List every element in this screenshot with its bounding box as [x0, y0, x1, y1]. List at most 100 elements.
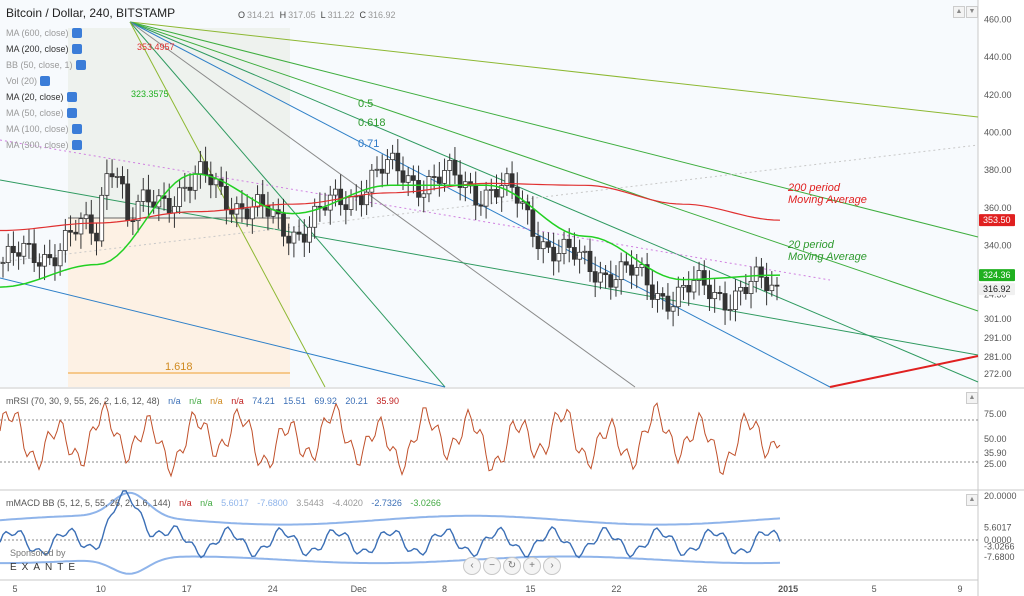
- candle-body: [494, 189, 499, 198]
- rsi-legend[interactable]: mRSI (70, 30, 9, 55, 26, 2, 1.6, 12, 48)…: [6, 396, 399, 406]
- candle-body: [197, 161, 203, 175]
- candle-body: [405, 175, 411, 183]
- candle-body: [47, 254, 53, 259]
- close-pane-icon[interactable]: ▲: [966, 392, 978, 404]
- legend-item-ma20[interactable]: MA (20, close): [6, 90, 77, 104]
- candle-body: [390, 152, 395, 161]
- candle-body: [769, 284, 775, 292]
- candle-body: [416, 180, 421, 198]
- zoom-out-icon[interactable]: −: [483, 557, 501, 575]
- candle-body: [327, 194, 333, 211]
- candle-body: [130, 220, 136, 223]
- candle-body: [639, 264, 645, 268]
- time-tick: 17: [182, 584, 192, 594]
- legend-item-vol[interactable]: Vol (20): [6, 74, 51, 88]
- time-tick: 9: [957, 584, 962, 594]
- macd-legend[interactable]: mMACD BB (5, 12, 5, 55, 26, 2, 1.6, 144)…: [6, 498, 441, 508]
- candle-body: [675, 286, 681, 308]
- rsi-value: n/a: [210, 396, 223, 406]
- candle-body: [104, 173, 110, 196]
- chart-title: Bitcoin / Dollar, 240, BITSTAMP: [6, 6, 176, 20]
- candle-body: [281, 213, 286, 237]
- rsi-pane[interactable]: [0, 389, 978, 489]
- candle-body: [665, 295, 671, 312]
- candle-body: [140, 189, 146, 202]
- maximize-icon[interactable]: ▲: [953, 6, 965, 18]
- candle-body: [172, 206, 177, 214]
- macd-band-upper: [0, 491, 781, 526]
- scroll-right-icon[interactable]: ›: [543, 557, 561, 575]
- macd-value: -3.0266: [410, 498, 441, 508]
- legend-item-ma300[interactable]: MA (300, close): [6, 138, 82, 152]
- macd-legend-label: mMACD BB (5, 12, 5, 55, 26, 2, 1.6, 144): [6, 498, 171, 508]
- candle-body: [21, 242, 27, 257]
- zoom-in-icon[interactable]: +: [523, 557, 541, 575]
- ohlc-readout: O 314.21 H 317.05 L 311.22 C 316.92: [238, 10, 396, 20]
- eye-icon[interactable]: [66, 108, 77, 118]
- eye-icon[interactable]: [71, 124, 82, 134]
- candle-body: [301, 233, 307, 243]
- legend-item-ma50[interactable]: MA (50, close): [6, 106, 77, 120]
- reset-icon[interactable]: ↻: [503, 557, 521, 575]
- legend-label: MA (50, close): [6, 108, 64, 118]
- candle-body: [540, 241, 546, 250]
- fib-label-071: 0.71: [358, 138, 379, 150]
- macd-value: n/a: [179, 498, 192, 508]
- candle-body: [748, 280, 754, 295]
- candle-body: [655, 293, 660, 300]
- ma20-note-line1: 20 period: [787, 239, 835, 251]
- candle-body: [603, 272, 608, 276]
- trend-line: [129, 21, 979, 312]
- legend-label: MA (300, close): [6, 140, 69, 150]
- close-pane-icon[interactable]: ▲: [966, 494, 978, 506]
- trend-line: [129, 21, 979, 118]
- eye-icon[interactable]: [75, 60, 86, 70]
- time-tick: 26: [697, 584, 707, 594]
- eye-icon[interactable]: [66, 92, 77, 102]
- legend-item-bb50[interactable]: BB (50, close, 1): [6, 58, 86, 72]
- candle-body: [369, 169, 375, 193]
- candle-body: [436, 176, 442, 184]
- time-axis[interactable]: 5 10 17 24 Dec 8 15 22 26 2015 5 9: [12, 584, 962, 594]
- legend-item-ma200[interactable]: MA (200, close): [6, 42, 82, 56]
- support-line: [829, 355, 979, 388]
- ohlc-high-key: H: [279, 10, 287, 20]
- candle-body: [727, 309, 733, 311]
- eye-icon[interactable]: [71, 140, 82, 150]
- scroll-left-icon[interactable]: ‹: [463, 557, 481, 575]
- rsi-tick: 75.00: [984, 409, 1007, 419]
- macd-value: -4.4020: [332, 498, 363, 508]
- candle-body: [738, 287, 744, 292]
- legend-item-ma100[interactable]: MA (100, close): [6, 122, 82, 136]
- candle-body: [774, 284, 780, 287]
- legend-label: MA (600, close): [6, 28, 69, 38]
- fib-label-0618: 0.618: [358, 117, 386, 129]
- time-tick: 5: [872, 584, 877, 594]
- sponsor-logo[interactable]: EXANTE: [10, 562, 81, 573]
- price-tick: 440.00: [984, 52, 1012, 62]
- ma20-note-line2: Moving Average: [788, 251, 867, 263]
- eye-icon[interactable]: [71, 28, 82, 38]
- candle-body: [78, 218, 84, 235]
- legend-item-ma600[interactable]: MA (600, close): [6, 26, 82, 40]
- macd-band-lower: [0, 555, 781, 575]
- ohlc-close: 316.92: [368, 10, 396, 20]
- candle-body: [99, 194, 105, 242]
- candle-body: [566, 238, 572, 248]
- rsi-value: n/a: [231, 396, 244, 406]
- eye-icon[interactable]: [40, 76, 51, 86]
- rsi-tick: 50.00: [984, 434, 1007, 444]
- chart-nav-controls: ‹ − ↻ + ›: [463, 557, 561, 575]
- price-axis[interactable]: 460.00 440.00 420.00 400.00 380.00 360.00 340.…: [979, 14, 1015, 379]
- candle-body: [592, 271, 598, 283]
- candle-body: [239, 203, 245, 210]
- price-badge-label: 353.50: [983, 215, 1011, 225]
- candle-body: [395, 152, 401, 172]
- rsi-value: 35.90: [376, 396, 399, 406]
- candle-body: [364, 191, 370, 206]
- eye-icon[interactable]: [71, 44, 82, 54]
- collapse-icon[interactable]: ▼: [966, 6, 978, 18]
- rsi-value: 69.92: [314, 396, 337, 406]
